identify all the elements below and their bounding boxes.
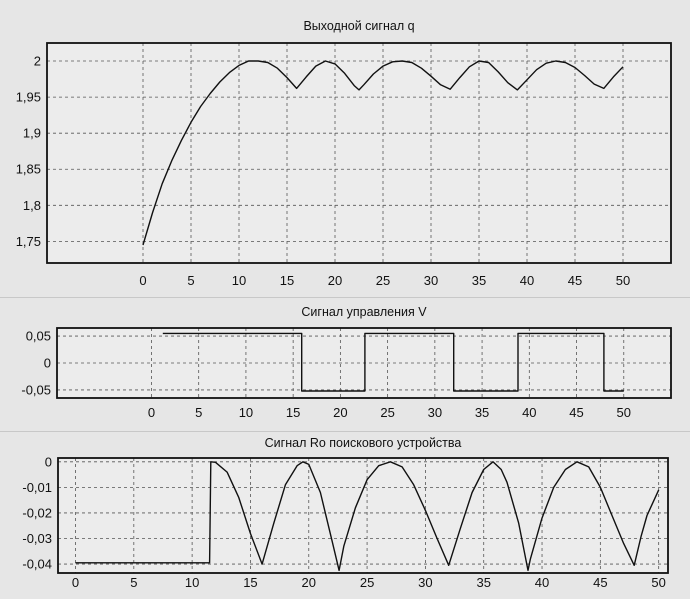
x-tick-label: 15 xyxy=(280,273,294,288)
x-tick-label: 10 xyxy=(185,575,199,590)
y-tick-label: 1,9 xyxy=(23,126,41,141)
y-tick-label: 1,95 xyxy=(16,90,41,105)
x-tick-label: 5 xyxy=(130,575,137,590)
panel-divider xyxy=(0,431,690,432)
panel-ro-signal: Сигнал Ro поискового устройства 0 5 10 15 20 2… xyxy=(0,432,690,594)
chart-control-v: Сигнал управления V 0 5 10 15 20 25 30 35 40 45 50 -… xyxy=(21,305,672,420)
x-tick-label: 25 xyxy=(360,575,374,590)
x-tick-label: 20 xyxy=(302,575,316,590)
plot-area xyxy=(47,43,671,263)
chart-title: Сигнал Ro поискового устройства xyxy=(265,436,462,450)
plot-frame xyxy=(56,327,672,399)
plot-area xyxy=(58,458,668,573)
y-tick-label: 1,75 xyxy=(16,234,41,249)
x-tick-label: 20 xyxy=(328,273,342,288)
x-tick-label: 10 xyxy=(239,405,253,420)
y-tick-label: 1,8 xyxy=(23,198,41,213)
chart-output-q: Выходной сигнал q 0 5 10 15 20 25 30 35 40 45 50 1,7… xyxy=(16,19,672,288)
x-tick-label: 10 xyxy=(232,273,246,288)
series-line xyxy=(162,332,624,392)
x-tick-label: 30 xyxy=(424,273,438,288)
x-tick-label: 20 xyxy=(333,405,347,420)
panel-control-v: Сигнал управления V 0 5 10 15 20 25 30 35 40 45 50 -… xyxy=(0,298,690,430)
x-tick-label: 0 xyxy=(139,273,146,288)
y-tick-label: -0,05 xyxy=(21,382,51,397)
y-tick-label: -0,03 xyxy=(22,531,52,546)
panel-divider xyxy=(0,297,690,298)
x-tick-label: 25 xyxy=(380,405,394,420)
x-tick-label: 5 xyxy=(187,273,194,288)
x-tick-label: 0 xyxy=(72,575,79,590)
series-line xyxy=(142,60,624,246)
chart-title: Сигнал управления V xyxy=(301,305,427,319)
x-tick-label: 35 xyxy=(472,273,486,288)
y-tick-label: -0,04 xyxy=(22,557,52,572)
x-tick-label: 40 xyxy=(535,575,549,590)
y-tick-label: -0,02 xyxy=(22,505,52,520)
chart-ro-signal: Сигнал Ro поискового устройства 0 5 10 15 20 2… xyxy=(22,436,669,590)
x-tick-label: 45 xyxy=(569,405,583,420)
y-tick-label: 2 xyxy=(34,54,41,69)
x-tick-label: 50 xyxy=(617,405,631,420)
y-tick-label: 0,05 xyxy=(26,329,51,344)
y-tick-label: -0,01 xyxy=(22,480,52,495)
series-line xyxy=(75,461,660,572)
x-tick-label: 0 xyxy=(148,405,155,420)
x-tick-label: 30 xyxy=(428,405,442,420)
x-tick-label: 45 xyxy=(568,273,582,288)
x-tick-label: 40 xyxy=(522,405,536,420)
x-tick-label: 45 xyxy=(593,575,607,590)
x-tick-label: 15 xyxy=(286,405,300,420)
x-tick-label: 25 xyxy=(376,273,390,288)
chart-title: Выходной сигнал q xyxy=(303,19,414,33)
x-tick-label: 5 xyxy=(195,405,202,420)
x-tick-label: 50 xyxy=(651,575,665,590)
y-tick-label: 0 xyxy=(44,356,51,371)
x-tick-label: 35 xyxy=(476,575,490,590)
x-tick-label: 50 xyxy=(616,273,630,288)
plot-frame xyxy=(57,457,669,574)
y-tick-label: 0 xyxy=(45,454,52,469)
x-tick-label: 35 xyxy=(475,405,489,420)
x-tick-label: 30 xyxy=(418,575,432,590)
panel-output-q: Выходной сигнал q 0 5 10 15 20 25 30 35 40 45 50 1,7… xyxy=(0,0,690,296)
plot-frame xyxy=(46,42,672,264)
y-tick-label: 1,85 xyxy=(16,162,41,177)
x-tick-label: 40 xyxy=(520,273,534,288)
x-tick-label: 15 xyxy=(243,575,257,590)
